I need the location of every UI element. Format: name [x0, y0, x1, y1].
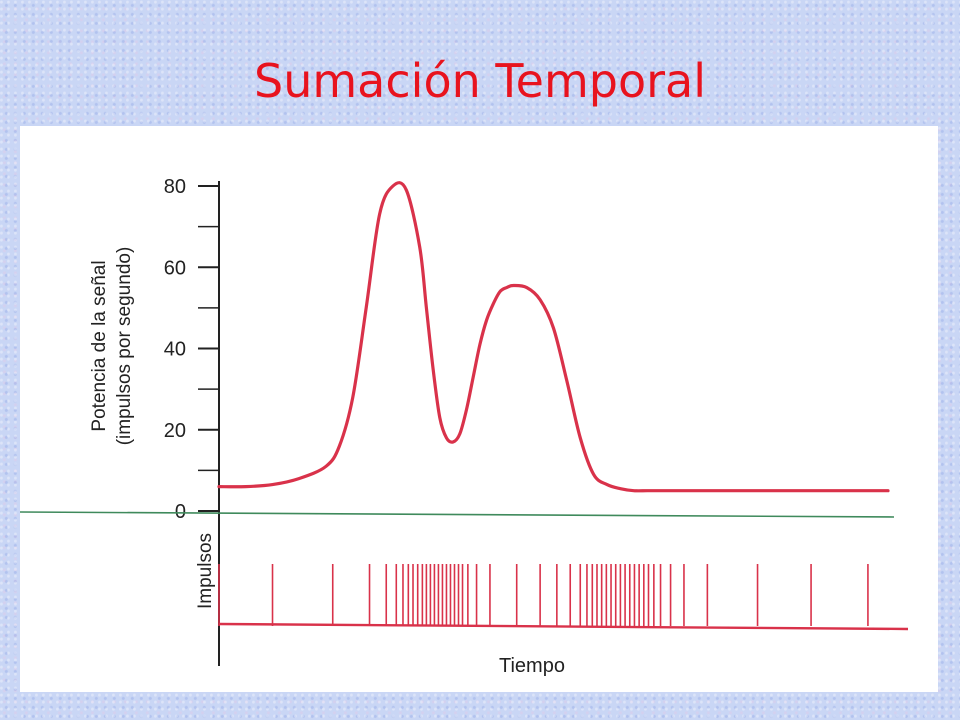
impulse-baseline: [218, 622, 909, 631]
y-tick-label: 80: [164, 176, 186, 198]
y-ticks: [198, 185, 219, 512]
impulse-train: [218, 564, 869, 626]
y-axis-label-line2: (impulsos por segundo): [114, 247, 135, 446]
y-tick-label: 20: [164, 420, 186, 442]
signal-curve: [217, 181, 890, 493]
y-tick-labels: 0 20 40 60 80: [164, 176, 186, 523]
y-axis-label-line1: Potencia de la señal: [89, 260, 110, 431]
impulse-label: Impulsos: [195, 533, 216, 609]
chart: 0 20 40 60 80 Potencia de la señal (impulsos…: [20, 176, 909, 677]
slide-title: Sumación Temporal: [254, 54, 706, 108]
figure-panel: 0 20 40 60 80 Potencia de la señal (impulsos…: [20, 126, 938, 692]
x-axis-label: Tiempo: [499, 655, 565, 677]
y-tick-label: 0: [175, 501, 186, 523]
zero-baseline: [20, 511, 895, 518]
y-tick-label: 40: [164, 339, 186, 361]
y-tick-label: 60: [164, 257, 186, 279]
